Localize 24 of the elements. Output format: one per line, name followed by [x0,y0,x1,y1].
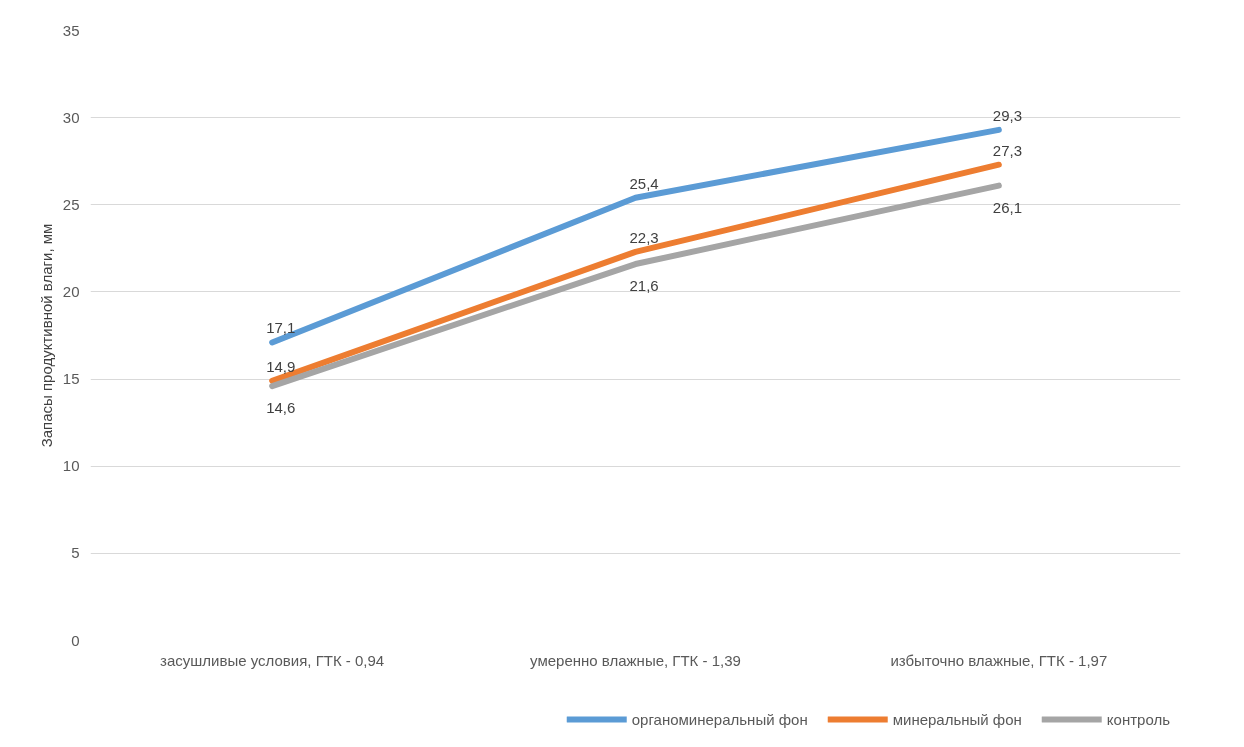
y-tick-label: 35 [62,21,80,39]
legend-label: контроль [1106,710,1170,728]
x-tick-label: избыточно влажные, ГТК - 1,97 [890,651,1108,669]
data-label: 27,3 [992,141,1023,159]
x-tick-label: умеренно влажные, ГТК - 1,39 [530,651,741,669]
data-label: 22,3 [629,228,659,246]
y-tick-label: 10 [62,457,80,475]
y-tick-label: 30 [62,108,80,126]
y-tick-label: 0 [71,631,80,649]
y-axis-title: Запасы продуктивной влаги, мм [37,223,55,448]
data-label: 25,4 [629,174,659,192]
x-tick-label: засушливые условия, ГТК - 0,94 [160,651,385,669]
legend-label: органоминеральный фон [631,710,808,728]
data-label: 17,1 [266,319,296,337]
data-label: 14,9 [266,357,296,375]
legend-label: минеральный фон [892,710,1022,728]
data-label: 14,6 [266,399,296,417]
y-tick-label: 15 [62,370,80,388]
y-tick-label: 25 [62,195,80,213]
data-label: 29,3 [992,106,1023,124]
data-label: 21,6 [629,277,659,295]
y-tick-label: 20 [62,282,80,300]
y-tick-label: 5 [71,544,80,562]
data-label: 26,1 [992,198,1023,216]
